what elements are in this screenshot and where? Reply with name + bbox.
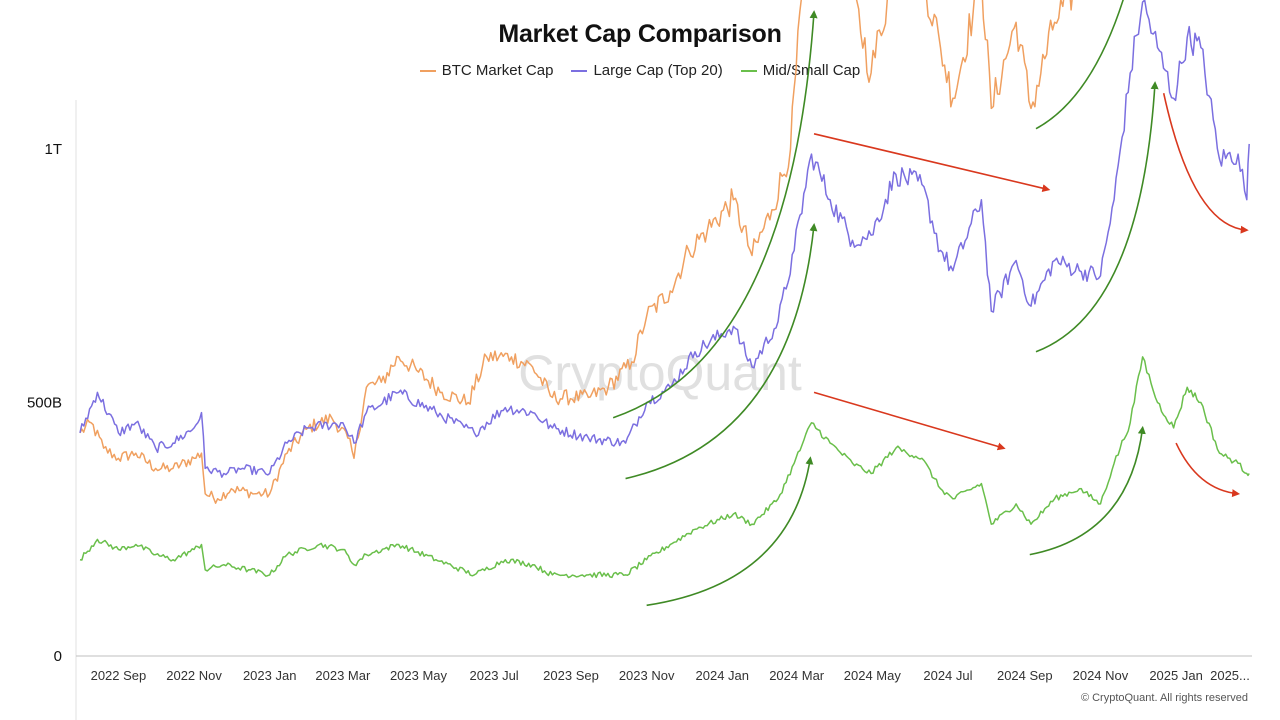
x-tick-label: 2023 Nov — [619, 668, 675, 683]
uptrend-arrow-3 — [1035, 0, 1124, 130]
x-tick-label: 2023 Jan — [243, 668, 297, 683]
watermark: CryptoQuant — [518, 345, 802, 401]
y-axis-ticks: 0500B1T1.5T2T — [27, 141, 62, 665]
x-tick-label: 2022 Sep — [91, 668, 147, 683]
x-tick-label: 2024 Jan — [696, 668, 750, 683]
x-axis-ticks: 2022 Sep 2022 Nov 2023 Jan 2023 Mar 2023 May… — [91, 668, 1250, 683]
uptrend-arrow-5 — [1029, 425, 1146, 556]
x-tick-label: 2023 Mar — [315, 668, 371, 683]
y-tick-label: 500B — [27, 395, 62, 412]
uptrend-arrow-1 — [625, 223, 818, 480]
x-tick-label: 2023 Jul — [470, 668, 519, 683]
series-line-2 — [79, 356, 1250, 579]
legend-label-large-cap: Large Cap (Top 20) — [593, 62, 723, 79]
uptrend-arrow-2 — [646, 456, 814, 607]
series-line-1 — [79, 0, 1250, 478]
uptrend-arrow-4 — [1035, 81, 1159, 353]
x-tick-label: 2024 Nov — [1073, 668, 1129, 683]
x-tick-label: 2024 May — [844, 668, 902, 683]
copyright-text: © CryptoQuant. All rights reserved — [1080, 692, 1248, 704]
x-tick-label: 2023 Sep — [543, 668, 599, 683]
legend-item-large-cap[interactable]: Large Cap (Top 20) — [571, 62, 723, 79]
downtrend-arrow-11 — [1175, 442, 1241, 498]
chart-title: Market Cap Comparison — [498, 20, 782, 48]
y-tick-label: 0 — [54, 648, 62, 665]
legend-item-mid-small-cap[interactable]: Mid/Small Cap — [740, 62, 861, 79]
legend-label-mid-small-cap: Mid/Small Cap — [762, 62, 861, 79]
x-tick-label: 2025 Jan — [1149, 668, 1203, 683]
legend-swatch-btc — [419, 69, 436, 72]
legend-swatch-large-cap — [571, 69, 588, 72]
x-tick-label: 2024 Mar — [769, 668, 825, 683]
x-tick-label: 2024 Jul — [923, 668, 972, 683]
legend: BTC Market Cap Large Cap (Top 20) Mid/Sm… — [0, 62, 1280, 79]
downtrend-arrow-10 — [1162, 93, 1249, 234]
legend-item-btc[interactable]: BTC Market Cap — [419, 62, 554, 79]
downtrend-arrow-8 — [813, 391, 1006, 451]
y-tick-label: 1T — [44, 141, 62, 158]
legend-label-btc: BTC Market Cap — [441, 62, 554, 79]
x-tick-label: 2024 Sep — [997, 668, 1053, 683]
uptrend-arrow-0 — [612, 10, 818, 419]
series-line-0 — [79, 0, 1073, 504]
x-tick-label: 2025... — [1210, 668, 1250, 683]
series-lines — [79, 0, 1250, 579]
trend-arrows — [612, 0, 1249, 607]
x-tick-label: 2023 May — [390, 668, 448, 683]
x-tick-label: 2022 Nov — [166, 668, 222, 683]
downtrend-arrow-7 — [813, 133, 1051, 193]
legend-swatch-mid-small-cap — [740, 69, 757, 72]
